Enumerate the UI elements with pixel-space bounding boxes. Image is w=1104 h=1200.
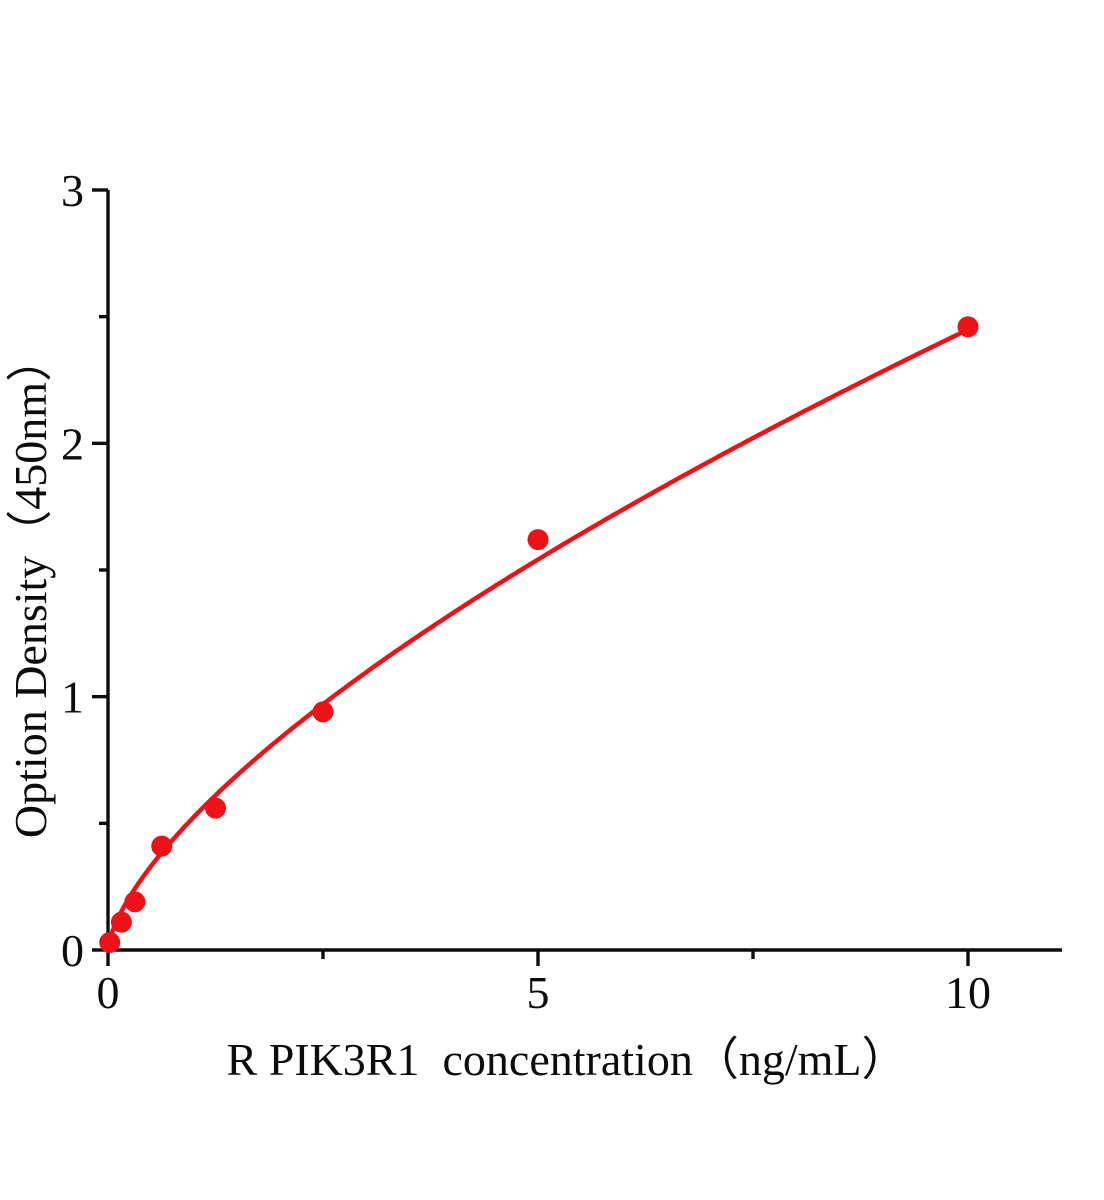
data-point [527,529,549,551]
data-point [957,316,979,338]
data-point [205,797,226,819]
data-point [124,891,146,913]
y-tick-label: 3 [61,165,84,216]
data-point [99,931,121,953]
x-tick-label: 5 [527,967,550,1018]
y-tick-label: 2 [61,418,84,469]
data-point [151,835,173,857]
x-tick-label: 10 [945,967,991,1018]
standard-curve-line [107,327,971,943]
y-tick-label: 0 [61,925,84,976]
data-point [110,911,132,933]
x-axis-label: R PIK3R1 concentration（ng/mL） [226,1034,908,1085]
y-tick-label: 1 [61,672,84,723]
y-axis-label: Option Density（450nm） [5,335,56,839]
x-tick-label: 0 [97,967,120,1018]
data-point [312,701,334,723]
